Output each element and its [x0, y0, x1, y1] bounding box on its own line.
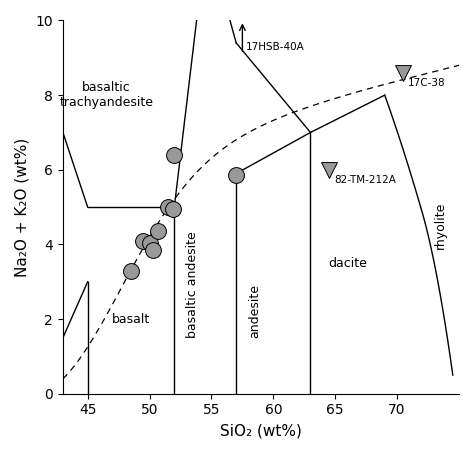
Point	[232, 172, 240, 179]
Text: 17C-38: 17C-38	[408, 78, 446, 88]
Text: basaltic
trachyandesite: basaltic trachyandesite	[59, 81, 153, 109]
Point	[325, 166, 333, 173]
Text: rhyolite: rhyolite	[434, 202, 447, 250]
Point	[171, 151, 178, 159]
Text: 82-TM-212A: 82-TM-212A	[334, 175, 396, 185]
Text: basalt: basalt	[112, 313, 150, 326]
X-axis label: SiO₂ (wt%): SiO₂ (wt%)	[220, 423, 302, 438]
Y-axis label: Na₂O + K₂O (wt%): Na₂O + K₂O (wt%)	[15, 138, 30, 277]
Text: basaltic andesite: basaltic andesite	[186, 231, 200, 338]
Point	[164, 203, 172, 211]
Text: dacite: dacite	[328, 256, 367, 270]
Point	[146, 239, 154, 246]
Point	[155, 228, 162, 235]
Point	[127, 267, 135, 274]
Point	[139, 237, 147, 244]
Point	[169, 205, 177, 212]
Point	[149, 246, 157, 254]
Text: 17HSB-40A: 17HSB-40A	[246, 42, 305, 52]
Text: andesite: andesite	[248, 284, 261, 338]
Point	[400, 69, 407, 77]
